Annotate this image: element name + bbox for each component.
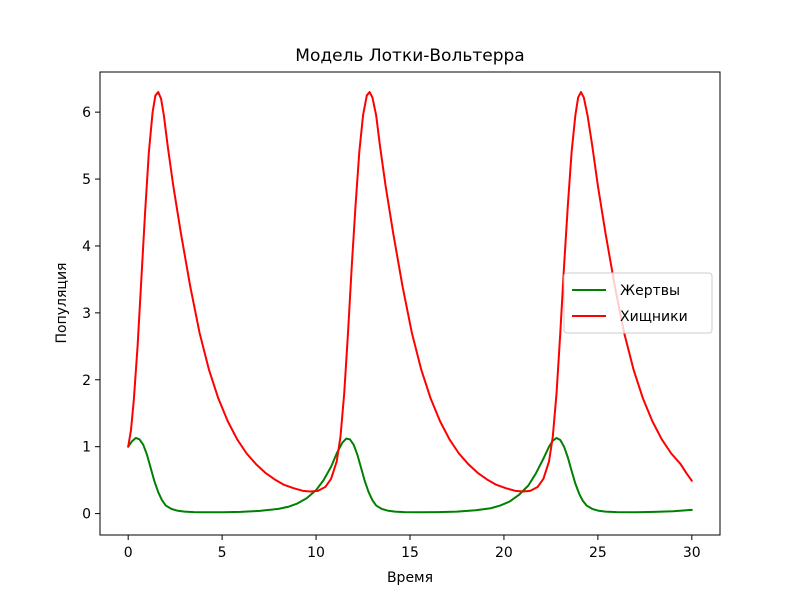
x-tick-label: 10 <box>307 545 325 561</box>
legend-box <box>563 272 713 334</box>
series-line-predators <box>127 91 693 493</box>
x-tick-label: 5 <box>218 545 227 561</box>
y-tick-label: 5 <box>82 172 91 188</box>
chart-title: Модель Лотки-Вольтерра <box>295 46 524 66</box>
y-tick-label: 0 <box>82 507 91 523</box>
x-tick-label: 0 <box>124 545 133 561</box>
y-tick-label: 1 <box>82 440 91 456</box>
y-axis-label: Популяция <box>54 263 70 344</box>
x-tick-label: 30 <box>683 545 701 561</box>
series-line-prey <box>127 436 693 514</box>
x-axis-ticks: 0 5 10 15 20 25 30 <box>124 535 701 561</box>
plot-frame <box>99 71 721 536</box>
y-tick-label: 6 <box>82 105 91 121</box>
legend: Жертвы Хищники <box>563 272 713 334</box>
x-tick-label: 25 <box>589 545 607 561</box>
y-tick-label: 3 <box>82 306 91 322</box>
legend-label-prey: Жертвы <box>620 283 680 299</box>
x-tick-label: 15 <box>401 545 419 561</box>
y-axis-ticks: 0 1 2 3 4 5 6 <box>82 105 100 523</box>
x-axis-label: Время <box>387 570 433 586</box>
x-tick-label: 20 <box>495 545 513 561</box>
y-tick-label: 4 <box>82 239 91 255</box>
legend-label-predators: Хищники <box>620 309 688 325</box>
y-tick-label: 2 <box>82 373 91 389</box>
